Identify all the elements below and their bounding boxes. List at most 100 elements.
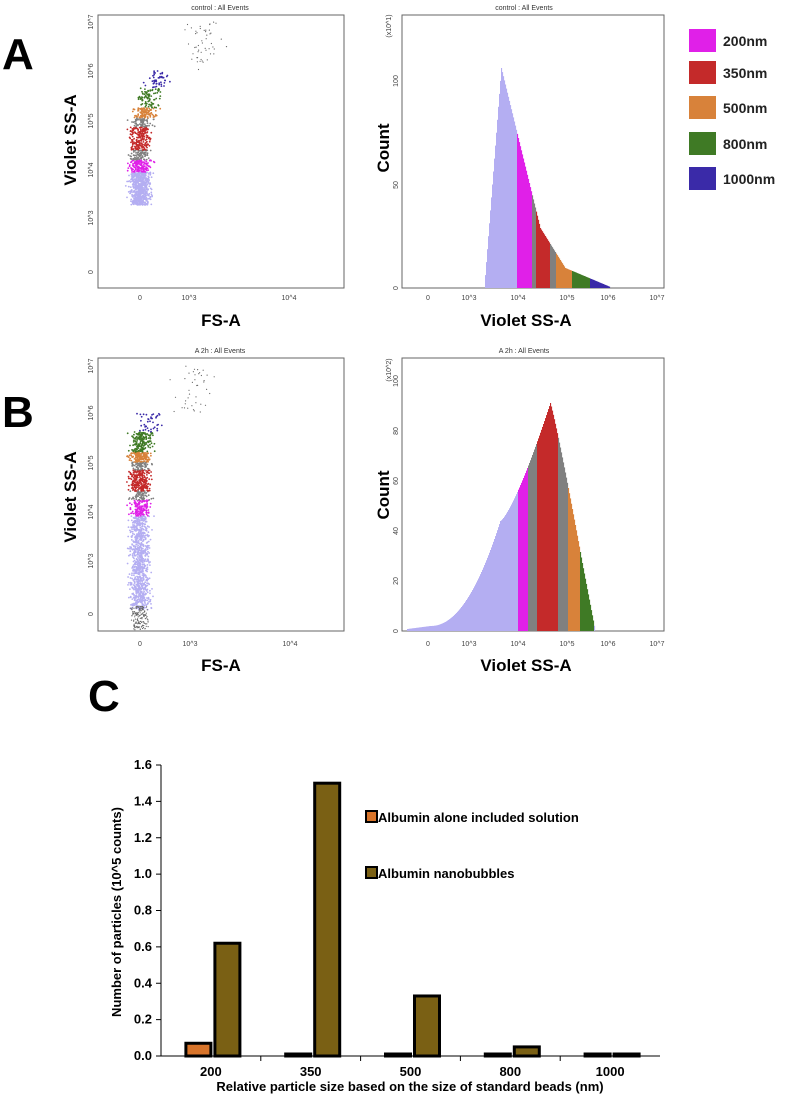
hist-bin <box>461 607 463 631</box>
scatter-event <box>208 48 210 50</box>
scatter-event <box>147 201 149 204</box>
scatter-event <box>138 459 141 462</box>
hist-bin <box>494 158 496 288</box>
scatter-event <box>142 153 145 155</box>
hist-b-xtick-2: 10^4 <box>511 641 526 648</box>
scatter-event <box>132 540 135 543</box>
hist-bin <box>486 262 488 288</box>
scatter-event <box>145 186 148 188</box>
scatter-event <box>135 141 138 143</box>
hist-bin <box>469 595 471 631</box>
scatter-event <box>127 185 130 188</box>
scatter-event <box>142 432 145 435</box>
scatter-event <box>131 609 133 611</box>
scatter-event <box>147 626 149 628</box>
hist-bin <box>492 184 494 288</box>
scatter-event <box>143 497 146 500</box>
scatter-event <box>132 164 135 167</box>
scatter-event <box>132 592 135 595</box>
scatter-event <box>138 433 140 436</box>
scatter-b-ytick-4: 10^6 <box>88 405 95 420</box>
scatter-event <box>132 532 134 535</box>
scatter-event <box>132 449 134 452</box>
scatter-event <box>138 609 140 611</box>
hist-bin <box>595 280 597 288</box>
scatter-event <box>137 622 139 625</box>
scatter-event <box>137 444 140 447</box>
scatter-event <box>139 442 142 444</box>
scatter-event <box>151 80 154 83</box>
scatter-event <box>140 558 143 561</box>
scatter-event <box>142 627 145 629</box>
c-bar-albumin-alone-500 <box>384 1052 412 1058</box>
scatter-event <box>203 380 205 382</box>
scatter-event <box>183 407 186 409</box>
scatter-event <box>136 598 139 601</box>
hist-bin <box>422 627 424 631</box>
scatter-event <box>134 545 137 548</box>
scatter-event <box>159 91 162 93</box>
scatter-event <box>133 108 136 111</box>
scatter-event <box>129 550 132 553</box>
scatter-event <box>139 612 141 614</box>
scatter-event <box>131 148 133 150</box>
scatter-event <box>138 471 141 474</box>
scatter-event <box>144 586 146 589</box>
scatter-event <box>153 115 156 118</box>
scatter-event <box>132 159 135 162</box>
hist-bin <box>504 80 506 289</box>
hist-b-title: A 2h : All Events <box>499 348 550 355</box>
hist-bin <box>583 275 585 288</box>
hist-bin <box>537 441 539 631</box>
scatter-event <box>132 604 135 607</box>
scatter-event <box>150 430 152 433</box>
scatter-event <box>136 614 138 617</box>
scatter-event <box>141 543 143 546</box>
hist-a-xtick-2: 10^4 <box>511 295 526 302</box>
scatter-event <box>136 533 139 536</box>
scatter-event <box>132 584 135 586</box>
scatter-event <box>136 580 138 583</box>
scatter-event <box>138 506 141 509</box>
scatter-event <box>130 539 133 541</box>
scatter-event <box>131 521 134 524</box>
scatter-event <box>148 185 151 188</box>
hist-bin <box>541 229 543 288</box>
hist-bin <box>488 555 490 631</box>
scatter-event <box>151 588 153 590</box>
hist-bin <box>598 281 600 288</box>
scatter-event <box>153 125 156 128</box>
scatter-event <box>148 478 151 480</box>
scatter-event <box>152 76 155 79</box>
scatter-event <box>139 127 142 129</box>
hist-bin <box>568 488 570 631</box>
hist-bin <box>462 605 464 631</box>
scatter-event <box>133 611 135 613</box>
scatter-event <box>146 623 148 625</box>
hist-bin <box>580 274 582 288</box>
scatter-event <box>130 530 133 533</box>
scatter-event <box>147 100 150 103</box>
hist-bin <box>446 621 448 631</box>
scatter-event <box>139 190 142 193</box>
scatter-a-ylabel: Violet SS-A <box>61 94 80 185</box>
hist-b-ylabel: Count <box>374 470 393 519</box>
scatter-event <box>147 437 150 439</box>
scatter-event <box>133 582 136 584</box>
scatter-a-xtick-1: 10^3 <box>182 295 197 302</box>
scatter-event <box>147 434 150 436</box>
hist-bin <box>445 621 447 631</box>
scatter-event <box>135 547 138 550</box>
scatter-event <box>133 619 135 621</box>
scatter-event <box>143 161 146 164</box>
scatter-event <box>146 616 148 618</box>
scatter-event <box>198 49 200 51</box>
scatter-event <box>140 167 143 170</box>
scatter-event <box>140 554 143 556</box>
scatter-event <box>129 553 132 556</box>
hist-bin <box>550 244 552 288</box>
scatter-event <box>141 173 143 175</box>
c-bar-nanobubbles-200 <box>213 941 242 1058</box>
scatter-event <box>143 484 146 487</box>
hist-bin <box>546 237 548 288</box>
